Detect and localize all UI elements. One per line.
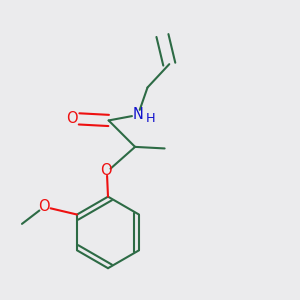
Text: O: O — [66, 111, 78, 126]
Text: O: O — [100, 163, 111, 178]
Text: N: N — [133, 107, 144, 122]
Text: H: H — [146, 112, 155, 125]
Text: O: O — [39, 199, 50, 214]
